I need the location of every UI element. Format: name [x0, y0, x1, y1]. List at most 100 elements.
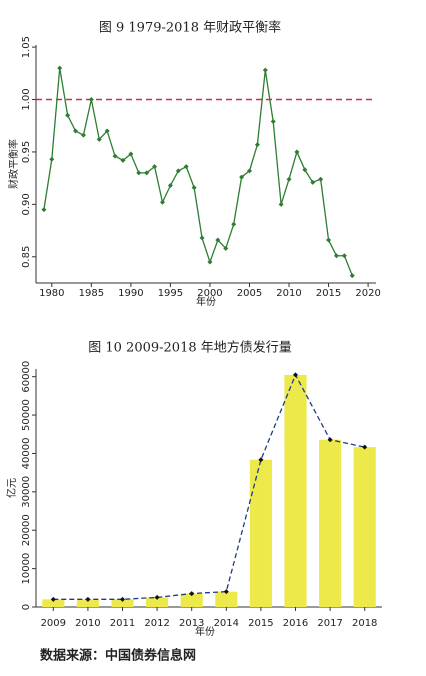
x-tick-label: 2015: [248, 618, 273, 629]
data-point: [73, 128, 79, 134]
x-tick-label: 2014: [214, 618, 239, 629]
data-point: [341, 253, 347, 259]
chart-title: 图 10 2009-2018 年地方债发行量: [88, 340, 292, 356]
x-tick-label: 2015: [316, 288, 341, 299]
bar: [146, 597, 169, 607]
bar: [319, 439, 342, 607]
y-axis-label: 财政平衡率: [7, 139, 20, 189]
data-point: [349, 273, 355, 279]
source-note: 数据来源：中国债券信息网: [40, 648, 196, 664]
data-point: [88, 97, 94, 103]
data-point: [215, 237, 221, 243]
data-point: [326, 237, 332, 243]
data-point: [333, 253, 339, 259]
y-tick-label: 1.00: [21, 88, 32, 110]
data-point: [120, 157, 126, 163]
chart-title: 图 9 1979-2018 年财政平衡率: [99, 20, 281, 36]
data-point: [96, 136, 102, 142]
bar: [249, 459, 272, 607]
y-tick-label: 1.05: [21, 36, 32, 58]
bar: [353, 447, 376, 607]
x-tick-label: 2010: [276, 288, 301, 299]
x-tick-label: 1995: [158, 288, 183, 299]
data-point: [65, 112, 71, 118]
data-point: [167, 182, 173, 188]
trend-point: [293, 372, 298, 378]
data-point: [144, 170, 150, 176]
x-tick-label: 1990: [118, 288, 143, 299]
data-point: [278, 201, 284, 207]
bar: [111, 599, 134, 607]
x-tick-label: 2020: [355, 288, 380, 299]
y-tick-label: 60000: [21, 361, 32, 393]
y-tick-label: 0.90: [21, 193, 32, 215]
data-point: [270, 119, 276, 125]
x-axis-label: 年份: [195, 625, 215, 638]
data-point: [246, 168, 252, 174]
data-point: [112, 153, 118, 159]
bar: [42, 599, 65, 607]
x-tick-label: 2012: [144, 618, 169, 629]
data-point: [294, 149, 300, 155]
trend-point: [85, 596, 91, 602]
y-tick-label: 50000: [21, 399, 32, 431]
data-point: [254, 142, 260, 148]
y-axis-label: 亿元: [5, 478, 18, 498]
bar: [284, 374, 307, 607]
bar: [76, 599, 99, 607]
x-tick-label: 2010: [75, 618, 100, 629]
data-point: [160, 199, 166, 205]
bar: [180, 593, 203, 607]
y-tick-label: 0.95: [21, 141, 32, 163]
data-point: [318, 176, 324, 182]
data-point: [223, 245, 229, 251]
x-tick-label: 2013: [179, 618, 204, 629]
x-axis-label: 年份: [196, 295, 216, 308]
trend-point: [362, 444, 368, 450]
trend-point: [50, 596, 56, 602]
data-point: [136, 170, 142, 176]
data-point: [152, 164, 158, 170]
y-tick-label: 30000: [21, 476, 32, 508]
trend-point: [154, 594, 160, 600]
trend-point: [327, 437, 333, 443]
y-tick-label: 20000: [21, 514, 32, 546]
data-line: [43, 67, 353, 276]
data-point: [41, 207, 47, 213]
data-point: [49, 156, 55, 162]
data-point: [175, 168, 181, 174]
data-point: [199, 235, 205, 241]
x-tick-label: 2000: [197, 288, 222, 299]
data-point: [128, 151, 134, 157]
data-point: [231, 221, 237, 227]
x-tick-label: 1985: [79, 288, 104, 299]
data-point: [310, 179, 316, 185]
data-point: [302, 167, 308, 173]
y-tick-label: 10000: [21, 553, 32, 585]
x-tick-label: 2018: [352, 618, 377, 629]
data-point: [191, 185, 197, 191]
trend-point: [258, 457, 264, 463]
x-tick-label: 2016: [283, 618, 308, 629]
data-point: [80, 132, 86, 138]
data-point: [262, 67, 268, 73]
x-tick-label: 2011: [110, 618, 135, 629]
data-point: [57, 65, 63, 71]
x-tick-label: 2017: [317, 618, 342, 629]
trend-point: [120, 596, 125, 602]
data-point: [183, 164, 189, 170]
y-tick-label: 40000: [21, 438, 32, 470]
data-point: [104, 128, 110, 134]
trend-point: [189, 591, 195, 597]
x-tick-label: 2005: [237, 288, 262, 299]
data-point: [207, 259, 213, 265]
trend-line: [53, 373, 365, 600]
y-tick-label: 0: [21, 604, 32, 610]
x-tick-label: 2009: [41, 618, 66, 629]
y-tick-label: 0.85: [21, 246, 32, 268]
x-tick-label: 1980: [39, 288, 64, 299]
data-point: [286, 176, 292, 182]
trend-point: [223, 589, 229, 595]
